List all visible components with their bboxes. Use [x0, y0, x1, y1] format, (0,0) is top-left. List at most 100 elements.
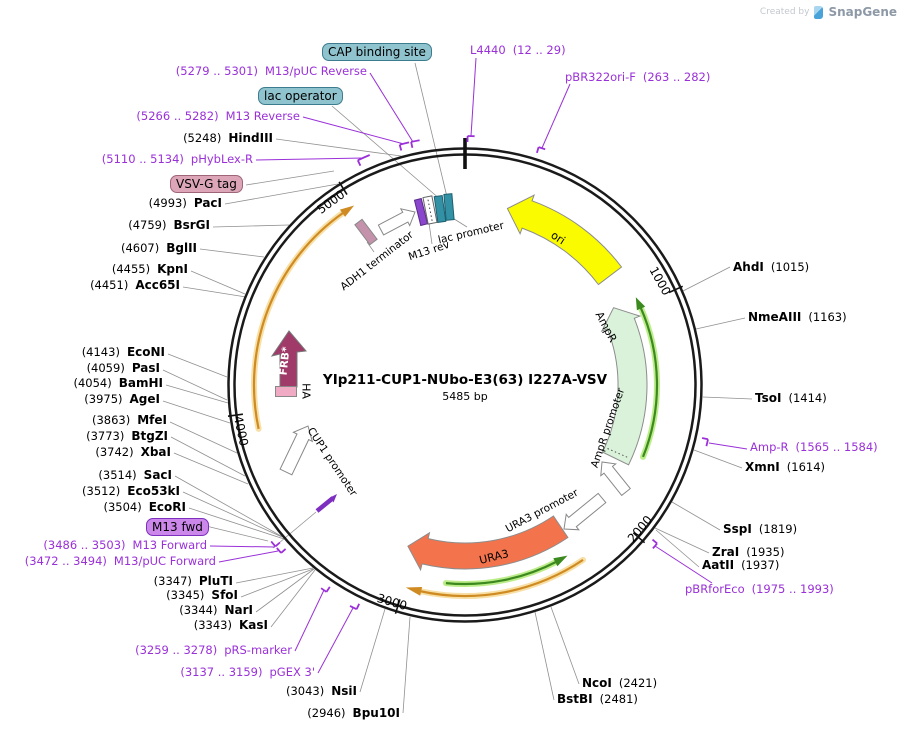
feature-label-ha[interactable]: HA [299, 383, 313, 399]
primer-site-m13-forward[interactable] [270, 540, 277, 547]
ampr-promoter-arrow[interactable] [600, 461, 632, 497]
enzyme-label-zrai[interactable]: ZraI (1935) [712, 546, 784, 559]
feature-arrow-ura3[interactable] [407, 515, 569, 572]
primer-label-l4440[interactable]: L4440 (12 .. 29) [470, 44, 566, 57]
enzyme-pos: (4455) [111, 262, 151, 276]
primer-label-prs-marker[interactable]: (3259 .. 3278) pRS-marker [135, 644, 292, 657]
enzyme-label-kasi[interactable]: (3343) KasI [194, 619, 268, 632]
primer-site-pbrforeco[interactable] [652, 542, 658, 549]
primer-name: pGEX 3' [269, 665, 316, 679]
primer-label-pbrforeco[interactable]: pBRforEco (1975 .. 1993) [685, 583, 834, 596]
enzyme-label-bsrgi[interactable]: (4759) BsrGI [128, 219, 210, 232]
enzyme-label-eco53ki[interactable]: (3512) Eco53kI [82, 485, 180, 498]
enzyme-name: Acc65I [135, 278, 180, 292]
cds-fragment-arc[interactable] [252, 211, 345, 430]
primer-site-pbr322ori-f[interactable] [538, 146, 546, 151]
feature-box-m13-fwd[interactable]: M13 fwd [146, 518, 209, 536]
enzyme-label-btgzi[interactable]: (3773) BtgZI [86, 430, 168, 443]
enzyme-pos: (1163) [808, 310, 847, 324]
primer-label-phyblex-r[interactable]: (5110 .. 5134) pHybLex-R [102, 153, 253, 166]
enzyme-pos: (4993) [148, 196, 187, 210]
feature-arrow-ampr[interactable] [600, 307, 648, 466]
feature-box-lac-operator[interactable]: lac operator [258, 87, 343, 105]
primer-name: M13 Reverse [225, 109, 300, 123]
primer-site-m13-puc-forward[interactable] [276, 547, 282, 554]
enzyme-label-ncoi[interactable]: NcoI (2421) [582, 677, 657, 690]
enzyme-name: SspI [723, 522, 752, 536]
enzyme-label-bstbi[interactable]: BstBI (2481) [557, 693, 638, 706]
m13-fwd-glyph[interactable] [315, 496, 335, 513]
enzyme-label-hindiii[interactable]: (5248) HindIII [183, 132, 273, 145]
enzyme-label-saci[interactable]: (3514) SacI [98, 469, 172, 482]
enzyme-label-mfei[interactable]: (3863) MfeI [92, 414, 167, 427]
enzyme-label-xbai[interactable]: (3742) XbaI [95, 446, 171, 459]
lac-promoter-arrow[interactable] [377, 208, 416, 236]
enzyme-label-kpni[interactable]: (4455) KpnI [112, 263, 188, 276]
enzyme-label-xmni[interactable]: XmnI (1614) [745, 461, 825, 474]
ura3-promoter-arrow[interactable] [563, 492, 607, 531]
connector-line [173, 452, 249, 485]
connector-line [240, 568, 314, 598]
m13-rev-glyph[interactable] [413, 197, 429, 227]
enzyme-label-agei[interactable]: (3975) AgeI [84, 393, 160, 406]
adh1-terminator-glyph[interactable] [354, 218, 378, 246]
primer-site-pgex-3[interactable] [349, 605, 357, 611]
feature-box-vsv-g-tag[interactable]: VSV-G tag [170, 175, 243, 193]
feature-arrow-frb[interactable] [270, 330, 307, 388]
enzyme-pos: (2946) [307, 706, 346, 720]
enzyme-label-aatii[interactable]: AatII (1937) [702, 559, 779, 572]
enzyme-name: PluTI [198, 574, 233, 588]
primer-label-m13-puc-reverse[interactable]: (5279 .. 5301) M13/pUC Reverse [176, 65, 367, 78]
primer-label-m13-reverse[interactable]: (5266 .. 5282) M13 Reverse [136, 110, 300, 123]
cap-binding-site-glyph[interactable] [443, 193, 455, 221]
enzyme-label-acc65i[interactable]: (4451) Acc65I [90, 279, 180, 292]
enzyme-label-bpu10i[interactable]: (2946) Bpu10I [307, 707, 400, 720]
feature-arrow-ori[interactable] [506, 194, 623, 286]
enzyme-name: PacI [193, 196, 222, 210]
enzyme-label-ecori[interactable]: (3504) EcoRI [103, 501, 186, 514]
lac-operator-glyph[interactable] [433, 195, 447, 223]
tick-mark-2000 [632, 532, 646, 544]
enzyme-name: BglII [166, 241, 197, 255]
enzyme-name: Eco53kI [127, 484, 180, 498]
enzyme-label-paci[interactable]: (4993) PacI [149, 197, 222, 210]
enzyme-pos: (3512) [82, 484, 121, 498]
ampr-orf-arc[interactable] [639, 306, 659, 458]
feature-box-ha-glyph[interactable] [275, 386, 297, 397]
enzyme-pos: (3504) [103, 500, 142, 514]
enzyme-label-econi[interactable]: (4143) EcoNI [82, 346, 165, 359]
primer-label-amp-r[interactable]: Amp-R (1565 .. 1584) [750, 441, 878, 454]
enzyme-label-pasi[interactable]: (4059) PasI [87, 362, 160, 375]
enzyme-pos: (3345) [166, 588, 205, 602]
enzyme-label-bamhi[interactable]: (4054) BamHI [73, 377, 163, 390]
feature-box-cap-binding-site[interactable]: CAP binding site [322, 43, 432, 61]
enzyme-label-tsoi[interactable]: TsoI (1414) [755, 392, 827, 405]
primer-range: (5266 .. 5282) [136, 109, 219, 123]
connector-line [275, 138, 402, 157]
primer-site-amp-r[interactable] [705, 439, 709, 447]
ura3-fragment-arc[interactable] [419, 558, 584, 598]
primer-name: pRS-marker [224, 643, 292, 657]
cup1-promoter-arrow[interactable] [279, 425, 314, 476]
primer-name: L4440 [470, 43, 506, 57]
primer-label-pgex-3[interactable]: (3137 .. 3159) pGEX 3' [180, 666, 315, 679]
connector-line [224, 183, 339, 205]
enzyme-label-ahdi[interactable]: AhdI (1015) [733, 261, 809, 274]
lac-promoter-glyph[interactable] [422, 195, 438, 225]
primer-label-pbr322ori-f[interactable]: pBR322ori-F (263 .. 282) [565, 71, 710, 84]
enzyme-label-sspi[interactable]: SspI (1819) [723, 523, 797, 536]
enzyme-label-nari[interactable]: (3344) NarI [179, 604, 253, 617]
ura3-orf-arc[interactable] [445, 560, 558, 586]
connector-line [162, 400, 231, 424]
primer-range: (1975 .. 1993) [751, 582, 834, 596]
connector-line [695, 317, 746, 330]
primer-label-m13-puc-forward[interactable]: (3472 .. 3494) M13/pUC Forward [25, 555, 216, 568]
enzyme-label-nsii[interactable]: (3043) NsiI [286, 685, 357, 698]
enzyme-pos: (1015) [770, 260, 810, 274]
enzyme-label-bglii[interactable]: (4607) BglII [121, 242, 197, 255]
enzyme-label-pluti[interactable]: (3347) PluTI [154, 575, 233, 588]
enzyme-label-sfoi[interactable]: (3345) SfoI [166, 589, 238, 602]
enzyme-label-nmeaiii[interactable]: NmeAIII (1163) [748, 311, 847, 324]
primer-label-m13-forward[interactable]: (3486 .. 3503) M13 Forward [43, 539, 207, 552]
